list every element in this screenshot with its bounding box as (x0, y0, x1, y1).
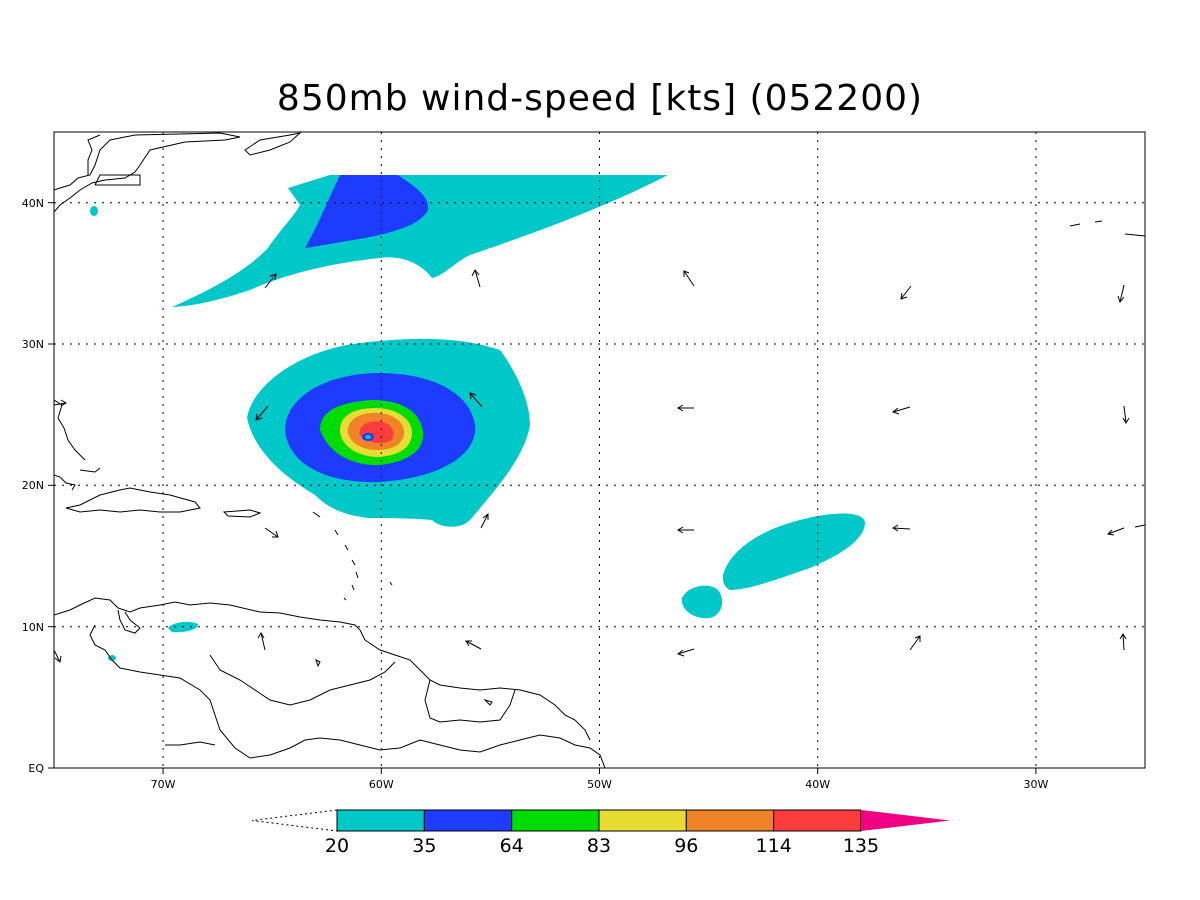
wind-arrow (1106, 527, 1125, 536)
wind-arrow (480, 512, 489, 529)
colorbar-below-triangle (251, 809, 338, 832)
colorbar-cell (685, 809, 775, 832)
map-title: 850mb wind-speed [kts] (052200) (276, 78, 924, 119)
wind-arrow (1117, 284, 1125, 304)
colorbar: 20 35 64 83 96 114 135 (251, 809, 950, 857)
y-axis (48, 202, 54, 769)
colorbar-label: 20 (325, 835, 349, 857)
wind-arrow (257, 632, 266, 651)
gridlines (54, 132, 1145, 768)
colorbar-label: 83 (587, 835, 611, 857)
wind-arrow (264, 527, 279, 538)
east-patch-20kt (722, 513, 865, 590)
y-tick-label: 20N (22, 479, 44, 492)
wind-arrow (677, 526, 694, 534)
jet-band-20kt (172, 175, 668, 307)
wind-arrow (53, 399, 67, 407)
wind-arrow (891, 406, 911, 415)
colorbar-label: 135 (843, 835, 879, 857)
colorbar-cell (773, 809, 862, 832)
wind-arrow (264, 273, 277, 289)
x-tick-label: 30W (1023, 778, 1048, 791)
wind-arrow (53, 649, 62, 663)
wind-arrow (900, 285, 912, 300)
wind-arrow (465, 640, 482, 650)
hurricane-eye (365, 435, 371, 439)
x-tick-label: 50W (587, 778, 612, 791)
y-tick-labels: EQ 10N 20N 30N 40N (22, 197, 45, 775)
x-tick-labels: 70W 60W 50W 40W 30W (151, 778, 1049, 791)
wind-arrow (1122, 405, 1130, 424)
wind-arrow (1119, 633, 1127, 651)
wind-arrow (683, 270, 695, 287)
y-tick-label: 10N (22, 621, 44, 634)
wind-arrow (255, 405, 269, 421)
x-axis (162, 768, 1037, 774)
jet-band-35kt (305, 175, 429, 248)
north-patch-20kt (90, 206, 98, 216)
coastlines (54, 132, 1145, 768)
wind-arrow (909, 635, 921, 651)
x-tick-label: 60W (369, 778, 394, 791)
wind-arrow (677, 404, 694, 412)
colorbar-label: 35 (412, 835, 436, 857)
east-patch-20kt-small (681, 585, 723, 619)
wind-arrow (892, 524, 911, 532)
wind-arrow (676, 648, 695, 657)
colorbar-cell (336, 809, 425, 832)
colorbar-cell (511, 809, 600, 832)
x-tick-label: 70W (151, 778, 176, 791)
x-tick-label: 40W (805, 778, 830, 791)
y-tick-label: 40N (22, 197, 44, 210)
wind-speed-shading (90, 175, 865, 661)
colorbar-above-triangle (861, 810, 950, 831)
wind-arrow (469, 392, 483, 408)
colorbar-label: 64 (500, 835, 524, 857)
plot-frame (53, 131, 1146, 769)
wind-vectors (53, 269, 1130, 663)
colorbar-cell (598, 809, 687, 832)
colorbar-label: 96 (674, 835, 698, 857)
colorbar-label: 114 (756, 835, 792, 857)
y-tick-label: 30N (22, 338, 44, 351)
wind-arrow (471, 269, 481, 288)
colorbar-cell (423, 809, 513, 832)
y-tick-label: EQ (28, 762, 44, 775)
